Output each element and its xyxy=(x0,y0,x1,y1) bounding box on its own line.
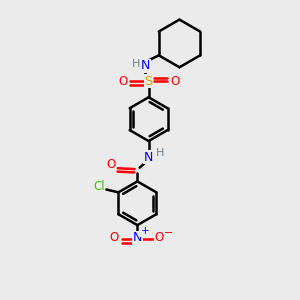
Text: N: N xyxy=(133,231,142,244)
Text: N: N xyxy=(141,59,151,72)
Text: +: + xyxy=(141,226,149,236)
Text: Cl: Cl xyxy=(93,180,105,193)
Text: O: O xyxy=(106,158,116,170)
Text: −: − xyxy=(164,228,173,238)
Text: O: O xyxy=(170,75,179,88)
Text: H: H xyxy=(132,59,140,70)
Text: O: O xyxy=(110,231,119,244)
Text: H: H xyxy=(156,148,165,158)
Text: O: O xyxy=(154,231,164,244)
Text: O: O xyxy=(118,75,127,88)
Text: N: N xyxy=(144,151,153,164)
Text: S: S xyxy=(144,75,153,88)
